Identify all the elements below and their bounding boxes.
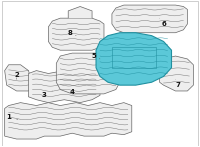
- Text: 8: 8: [68, 30, 76, 36]
- Text: 1: 1: [6, 114, 18, 120]
- PathPatch shape: [48, 18, 104, 50]
- Text: 6: 6: [160, 18, 166, 27]
- PathPatch shape: [68, 6, 92, 18]
- PathPatch shape: [160, 56, 193, 91]
- Text: 5: 5: [92, 53, 100, 59]
- Text: 7: 7: [175, 79, 180, 88]
- Text: 2: 2: [14, 72, 19, 79]
- PathPatch shape: [29, 71, 100, 103]
- PathPatch shape: [56, 53, 120, 94]
- Text: 3: 3: [42, 91, 52, 98]
- PathPatch shape: [5, 103, 132, 139]
- PathPatch shape: [96, 33, 172, 85]
- Text: 4: 4: [70, 84, 78, 95]
- PathPatch shape: [112, 5, 187, 33]
- PathPatch shape: [5, 65, 32, 91]
